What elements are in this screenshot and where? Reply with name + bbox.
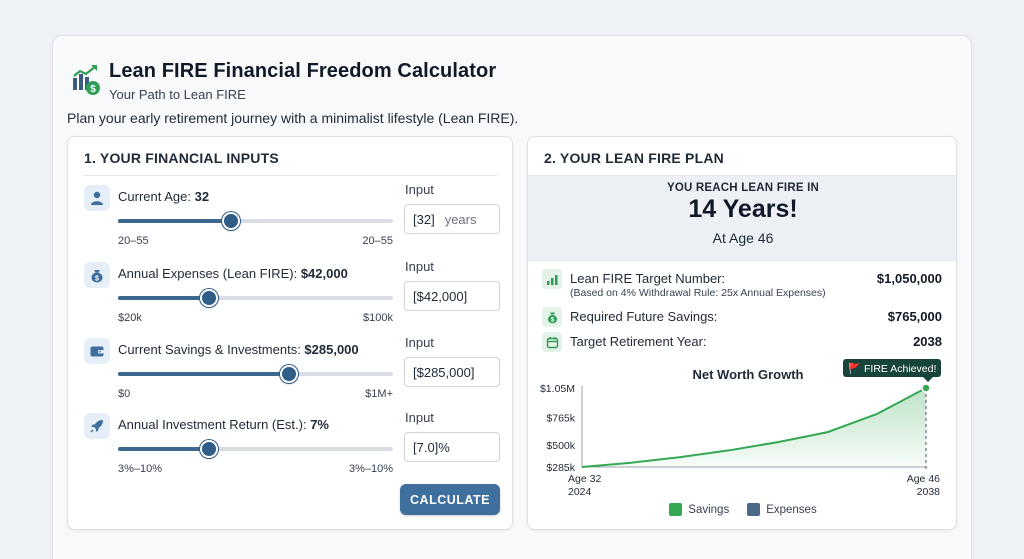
x-tick-label-year: 2024 — [568, 486, 592, 498]
future-savings-label: Required Future Savings: — [570, 309, 718, 324]
retirement-year-label: Target Retirement Year: — [570, 334, 707, 349]
y-tick-label: $765k — [546, 412, 575, 424]
chart-title: Net Worth Growth — [692, 367, 804, 382]
expenses-input-label: Input — [405, 259, 434, 274]
expenses-input[interactable]: [$42,000] — [404, 281, 500, 311]
target-number-note: (Based on 4% Withdrawal Rule: 25x Annual… — [570, 287, 826, 299]
return-label: Annual Investment Return (Est.): 7% — [118, 417, 329, 432]
plan-panel-title: 2. YOUR LEAN FIRE PLAN — [544, 150, 724, 166]
svg-text:$: $ — [550, 317, 554, 323]
savings-area — [582, 388, 926, 467]
legend-label-savings: Savings — [688, 503, 730, 516]
legend-swatch-savings — [669, 503, 683, 516]
svg-text:$: $ — [95, 276, 99, 283]
result-heading: YOU REACH LEAN FIRE IN — [667, 182, 819, 194]
svg-text:$: $ — [90, 84, 96, 95]
return-range-max: 3%–10% — [348, 463, 393, 475]
legend-item-savings: Savings — [669, 503, 729, 516]
return-range-min: 3%–10% — [118, 463, 163, 475]
age-slider[interactable] — [118, 212, 393, 230]
savings-slider-handle[interactable] — [279, 365, 298, 383]
metric-retirement-year: Target Retirement Year: 2038 — [528, 332, 956, 352]
savings-input-label: Input — [405, 335, 434, 350]
x-tick-label-age: Age 32 — [568, 473, 601, 485]
expenses-slider[interactable] — [118, 289, 393, 307]
savings-slider[interactable] — [118, 365, 393, 383]
chart-legend: Savings Expenses — [528, 503, 956, 516]
expenses-range-max: $100k — [363, 312, 393, 324]
y-tick-label: $285k — [546, 462, 575, 474]
expenses-slider-handle[interactable] — [199, 289, 218, 307]
growth-chart-dollar-icon: $ — [73, 65, 100, 95]
age-unit: years — [444, 212, 477, 227]
money-bag-icon: $ — [542, 307, 562, 327]
x-tick-label-year: 2038 — [917, 486, 941, 498]
savings-line — [581, 387, 927, 468]
input-row-age: Current Age: 32 20–55 20–55 Input [32] ye… — [68, 182, 514, 257]
x-tick-label-age: Age 46 — [907, 473, 940, 485]
savings-range-max: $1M+ — [365, 388, 393, 400]
expenses-range-min: $20k — [118, 312, 142, 324]
savings-label: Current Savings & Investments: $285,000 — [118, 342, 359, 357]
divider — [83, 175, 497, 176]
target-number-value: $1,050,000 — [876, 271, 942, 286]
calculate-button[interactable]: CALCULATE — [400, 484, 500, 515]
rocket-icon — [84, 413, 110, 439]
return-input[interactable]: [7.0]% — [404, 432, 500, 462]
return-slider-handle[interactable] — [199, 440, 218, 458]
savings-input[interactable]: [$285,000] — [404, 357, 500, 387]
input-row-savings: Current Savings & Investments: $285,000 … — [68, 335, 514, 410]
age-slider-handle[interactable] — [221, 212, 240, 230]
inputs-panel-title: 1. YOUR FINANCIAL INPUTS — [84, 150, 279, 166]
expenses-label: Annual Expenses (Lean FIRE): $42,000 — [118, 266, 348, 281]
page-title: Lean FIRE Financial Freedom Calculator — [109, 60, 497, 82]
future-savings-value: $765,000 — [887, 309, 942, 324]
page-subtitle: Your Path to Lean FIRE — [109, 87, 246, 102]
y-tick-label: $1.05M — [540, 383, 575, 395]
intro-text: Plan your early retirement journey with … — [67, 110, 519, 126]
y-tick-label: $500k — [546, 440, 575, 452]
input-row-expenses: $ Annual Expenses (Lean FIRE): $42,000 $… — [68, 259, 514, 334]
metric-future-savings: $ Required Future Savings: $765,000 — [528, 307, 956, 327]
bar-chart-icon — [542, 269, 562, 289]
wallet-icon — [84, 338, 110, 364]
money-bag-icon: $ — [84, 262, 110, 288]
return-input-label: Input — [405, 410, 434, 425]
age-label: Current Age: 32 — [118, 189, 210, 204]
legend-item-expenses: Expenses — [747, 503, 817, 516]
result-banner: YOU REACH LEAN FIRE IN 14 Years! At Age … — [528, 175, 956, 261]
lean-fire-plan-panel: 2. YOUR LEAN FIRE PLAN YOU REACH LEAN FI… — [527, 136, 957, 530]
age-range-max: 20–55 — [362, 235, 393, 247]
retirement-year-value: 2038 — [913, 334, 942, 349]
legend-label-expenses: Expenses — [766, 503, 817, 516]
calendar-icon — [542, 332, 562, 352]
return-slider[interactable] — [118, 440, 393, 458]
age-range-min: 20–55 — [118, 235, 149, 247]
fire-achieved-badge: 🚩 FIRE Achieved! — [843, 359, 942, 382]
fire-age: At Age 46 — [712, 230, 774, 246]
person-icon — [84, 185, 110, 211]
age-input-label: Input — [405, 182, 434, 197]
financial-inputs-panel: 1. YOUR FINANCIAL INPUTS Current Age: 32… — [67, 136, 513, 530]
input-row-return: Annual Investment Return (Est.): 7% 3%–1… — [68, 410, 514, 485]
legend-swatch-expenses — [747, 503, 761, 516]
years-to-fire: 14 Years! — [688, 195, 798, 223]
age-input[interactable]: [32] years — [404, 204, 500, 234]
metric-target-number: Lean FIRE Target Number: $1,050,000 (Bas… — [528, 269, 956, 299]
fire-achieved-point — [921, 383, 931, 393]
savings-range-min: $0 — [118, 388, 131, 400]
target-number-label: Lean FIRE Target Number: — [570, 271, 726, 286]
